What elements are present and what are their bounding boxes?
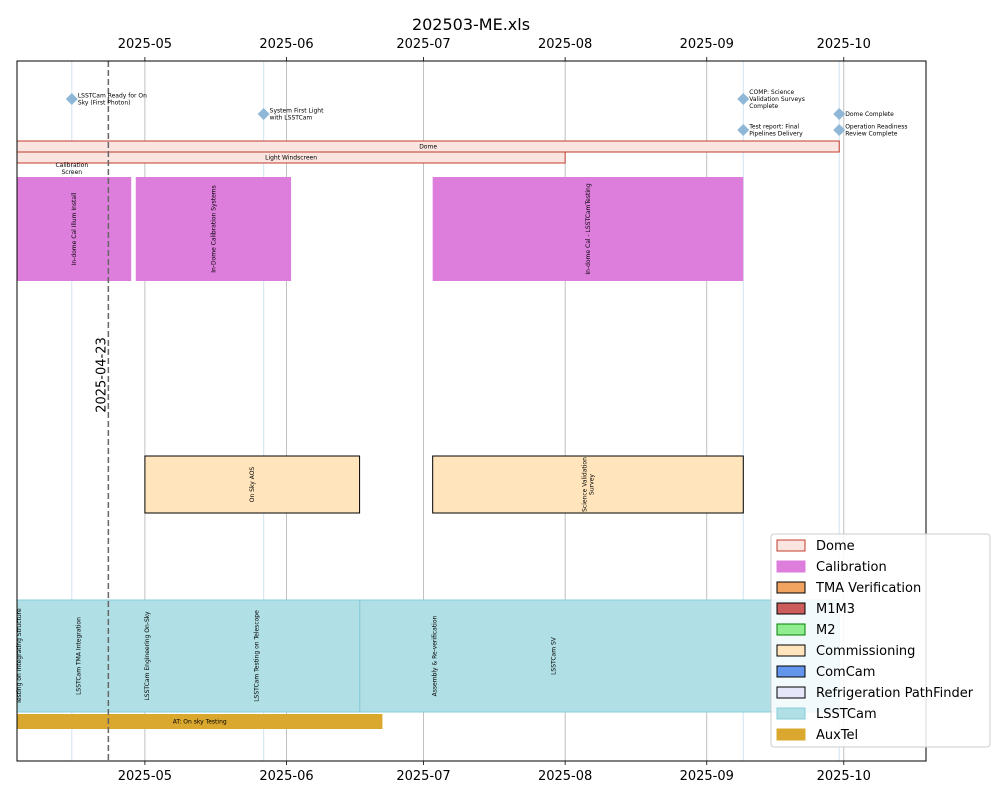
top-tick-label-2025-05: 2025-05: [118, 37, 172, 52]
legend-label-m1m3: M1M3: [816, 602, 855, 617]
legend-swatch-dome: [776, 539, 806, 552]
milestone-diamond-dome-complete: [833, 108, 846, 120]
bar-on-sky-aos: [144, 455, 361, 514]
bar-label-science-validation-survey: Science ValidationSurvey: [581, 457, 595, 512]
bar-label-at-on-sky-testing: AT: On sky Testing: [173, 719, 227, 726]
legend-label-lsstcam: LSSTCam: [816, 707, 877, 722]
bar-label-in-dome-cal-lsstcamtesting: In-dome Cal - LSSTCamTesting: [585, 183, 592, 274]
legend-swatch-refrigeration-pathfinder: [776, 686, 806, 699]
milestone-label-system-first-light-with-lsstcam: System First Light with LSSTCam: [270, 108, 324, 122]
legend-swatch-m1m3: [776, 602, 806, 615]
milestone-diamond-operation-readiness-review-complete: [833, 124, 846, 136]
bar-label-lsstcam-sv: LSSTCam SV: [550, 636, 557, 675]
top-tick-label-2025-08: 2025-08: [538, 37, 592, 52]
today-label: 2025-04-23: [94, 337, 109, 413]
task-bars: [16, 140, 840, 729]
milestone-diamond-test-report-final-pipelines-delivery: [737, 124, 750, 136]
legend-label-comcam: ComCam: [816, 665, 875, 680]
legend-label-refrigeration-pathfinder: Refrigeration PathFinder: [816, 686, 974, 701]
top-tick-label-2025-10: 2025-10: [817, 37, 871, 52]
bottom-tick-label-2025-07: 2025-07: [396, 769, 450, 784]
milestones: LSSTCam Ready for On Sky (First Photon) Sy…: [65, 89, 907, 138]
milestone-label-operation-readiness-review-complete: Operation Readiness Review Complete: [845, 124, 907, 138]
milestone-diamond-system-first-light-with-lsstcam: [257, 108, 270, 120]
bar-in-dome-cal-lsstcamtesting: [432, 177, 744, 281]
bottom-tick-label-2025-10: 2025-10: [817, 769, 871, 784]
bottom-tick-label-2025-09: 2025-09: [680, 769, 734, 784]
today-marker: 2025-04-23: [94, 61, 109, 761]
bar-label-dome: Dome: [419, 144, 437, 151]
bottom-tick-label-2025-08: 2025-08: [538, 769, 592, 784]
legend-label-auxtel: AuxTel: [816, 728, 858, 743]
top-tick-label-2025-07: 2025-07: [396, 37, 450, 52]
top-tick-label-2025-06: 2025-06: [259, 37, 313, 52]
bar-lsstcam-testing-on-telescope: [16, 599, 361, 713]
legend-label-calibration: Calibration: [816, 560, 887, 575]
bar-science-validation-survey: [432, 455, 744, 514]
axes: 2025-05 2025-05 2025-06 2025-06 2025-07 2025-…: [118, 37, 871, 784]
bar-label-testing-on-integrating-structure: Testing on Integrating Structure: [16, 608, 23, 705]
task-labels: Dome Light Windscreen In-dome Cal Illum In…: [16, 144, 595, 726]
bar-label-in-dome-cal-illum-install: In-dome Cal Illum Install: [71, 192, 78, 265]
chart-title: 202503-ME.xls: [412, 15, 530, 34]
bar-label-lsstcam-testing-on-telescope: LSSTCam Testing on Telescope: [254, 610, 261, 702]
bar-label-light-windscreen: Light Windscreen: [265, 155, 317, 162]
legend-swatch-auxtel: [776, 728, 806, 741]
bar-label-assembly-re-verification: Assembly & Re-verification: [432, 615, 439, 696]
legend: Dome Calibration TMA Verification M1M3 M2 Com…: [770, 533, 991, 748]
bar-in-dome-calibration-systems: [135, 177, 292, 281]
annotation-calibration-screen: Calibration Screen: [55, 162, 88, 176]
bar-label-in-dome-calibration-systems: In-Dome Calibration Systems: [210, 185, 217, 273]
bar-at-on-sky-testing: [17, 714, 383, 729]
bottom-tick-label-2025-05: 2025-05: [118, 769, 172, 784]
legend-swatch-lsstcam: [776, 707, 806, 720]
bar-label-on-sky-aos: On Sky AOS: [249, 467, 256, 503]
legend-label-commissioning: Commissioning: [816, 644, 915, 659]
bar-label-lsstcam-tma-integration: LSSTCam TMA Integration: [75, 617, 82, 695]
legend-swatch-commissioning: [776, 644, 806, 657]
milestone-diamond-lsstcam-ready-for-on-sky-first-photon: [65, 93, 78, 105]
legend-swatch-tma-verification: [776, 581, 806, 594]
legend-label-dome: Dome: [816, 539, 855, 554]
milestone-diamond-comp-science-validation-surveys-complete: [737, 93, 750, 105]
legend-swatch-comcam: [776, 665, 806, 678]
milestone-label-lsstcam-ready-for-on-sky-first-photon: LSSTCam Ready for On Sky (First Photon): [78, 93, 147, 107]
legend-label-tma-verification: TMA Verification: [815, 581, 921, 596]
milestone-label-comp-science-validation-surveys-complete: COMP: Science Validation Surveys Complete: [749, 89, 805, 110]
top-tick-label-2025-09: 2025-09: [680, 37, 734, 52]
bar-in-dome-cal-illum-install: [17, 177, 132, 281]
milestone-label-test-report-final-pipelines-delivery: Test report: Final Pipelines Delivery: [748, 124, 803, 138]
milestone-label-dome-complete: Dome Complete: [845, 111, 894, 118]
legend-swatch-calibration: [776, 560, 806, 573]
bottom-tick-label-2025-06: 2025-06: [259, 769, 313, 784]
bar-assembly-re-verification: [359, 599, 840, 713]
bar-label-lsstcam-engineering-on-sky: LSSTCam Engineering On-Sky: [144, 611, 151, 701]
legend-box: [770, 533, 991, 748]
legend-swatch-m2: [776, 623, 806, 636]
legend-label-m2: M2: [816, 623, 836, 638]
plot-frame: [16, 60, 927, 762]
